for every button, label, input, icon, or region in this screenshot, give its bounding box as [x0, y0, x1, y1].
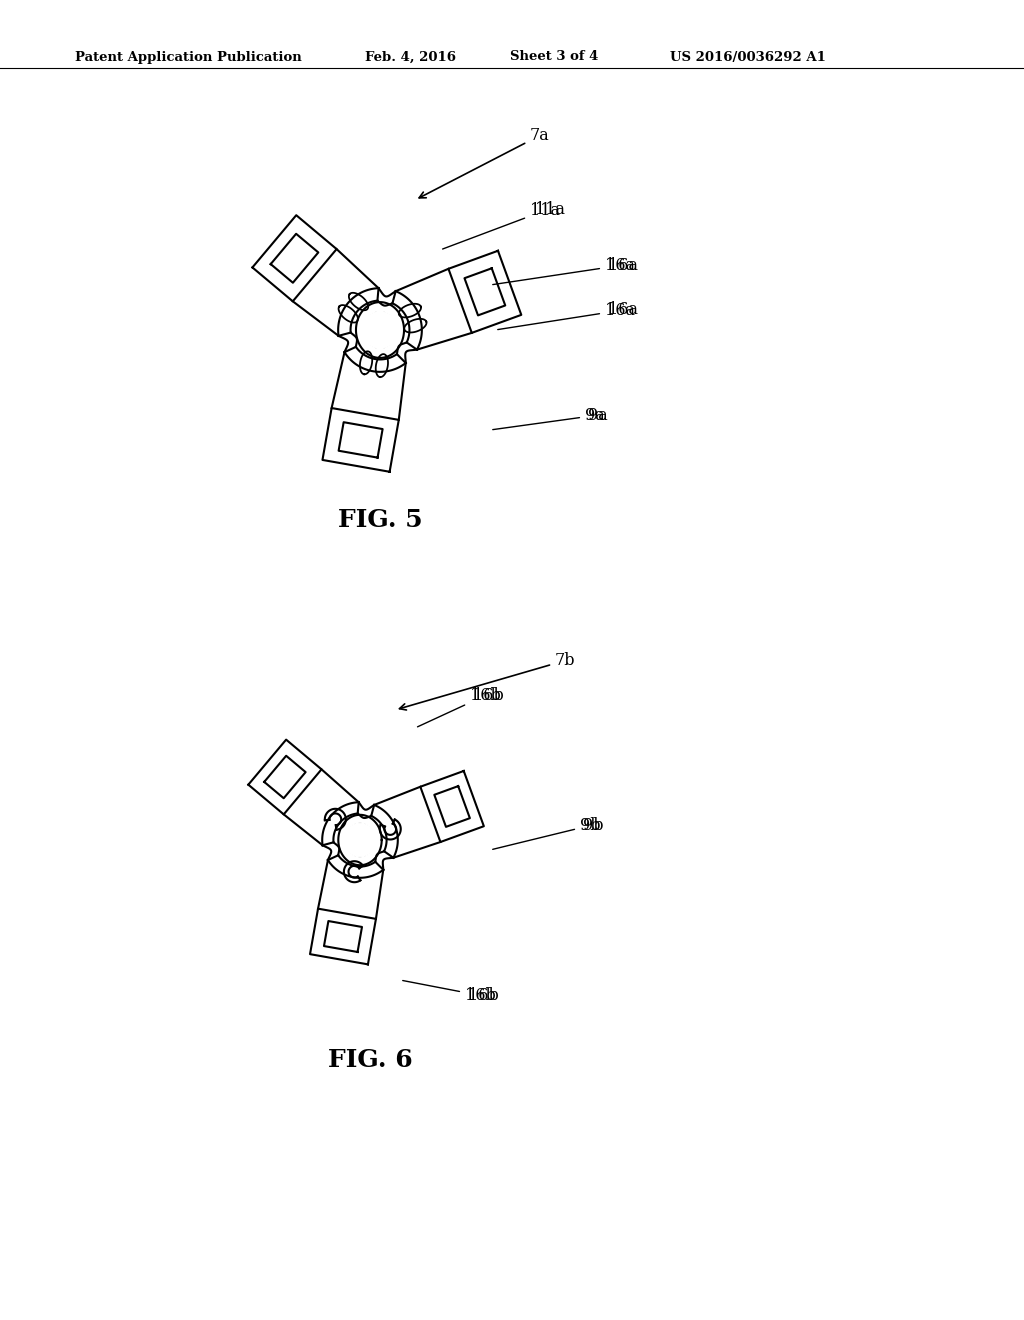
- Text: 16a: 16a: [493, 257, 635, 285]
- Text: Patent Application Publication: Patent Application Publication: [75, 50, 302, 63]
- Text: FIG. 6: FIG. 6: [328, 1048, 413, 1072]
- Circle shape: [343, 824, 377, 857]
- Text: 16a: 16a: [608, 301, 638, 318]
- Text: Feb. 4, 2016: Feb. 4, 2016: [365, 50, 456, 63]
- Text: 9b: 9b: [493, 817, 600, 849]
- Text: 16b: 16b: [468, 986, 499, 1003]
- Text: 7a: 7a: [419, 127, 550, 198]
- Text: 7b: 7b: [399, 652, 575, 710]
- Text: 9a: 9a: [588, 407, 608, 424]
- Text: US 2016/0036292 A1: US 2016/0036292 A1: [670, 50, 826, 63]
- Text: 16a: 16a: [498, 302, 635, 330]
- Text: Sheet 3 of 4: Sheet 3 of 4: [510, 50, 598, 63]
- Text: 16b: 16b: [402, 981, 496, 1005]
- Text: 9a: 9a: [493, 407, 605, 429]
- Text: 16b: 16b: [418, 686, 501, 727]
- Text: 9b: 9b: [583, 817, 603, 833]
- Text: 16b: 16b: [473, 686, 504, 704]
- Circle shape: [361, 312, 398, 348]
- Text: 16a: 16a: [608, 256, 638, 273]
- Text: FIG. 5: FIG. 5: [338, 508, 422, 532]
- Text: 11a: 11a: [442, 202, 560, 249]
- Text: 11a: 11a: [535, 202, 565, 219]
